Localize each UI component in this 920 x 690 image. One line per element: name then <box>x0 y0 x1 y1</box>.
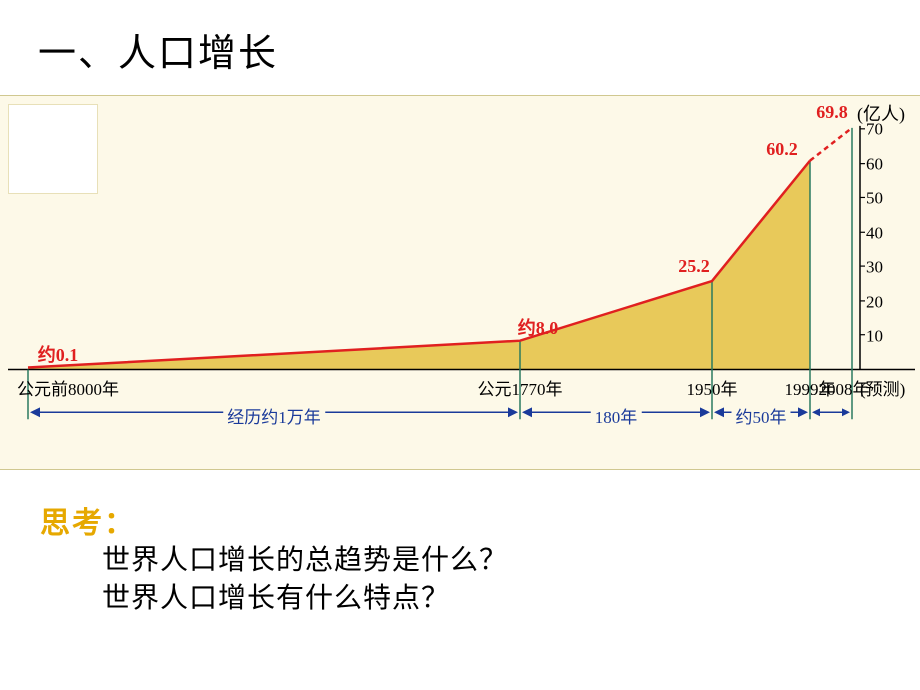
population-chart: 10203040506070(亿人)约0.1约8.025.260.269.8公元… <box>0 95 920 470</box>
y-tick-label: 50 <box>866 190 883 207</box>
x-axis-label: 公元1770年 <box>478 375 563 400</box>
interval-label: 180年 <box>591 403 642 428</box>
y-tick-label: 40 <box>866 225 883 242</box>
y-tick-label: 60 <box>866 156 883 173</box>
y-tick-label: 10 <box>866 328 883 345</box>
value-label: 约0.1 <box>38 341 79 367</box>
bottom-section: 思考： 世界人口增长的总趋势是什么？ 世界人口增长有什么特点？ <box>0 470 920 618</box>
y-tick-label: 30 <box>866 259 883 276</box>
interval-label: 经历约1万年 <box>223 403 325 428</box>
value-label: 60.2 <box>766 139 798 160</box>
page-title: 一、人口增长 <box>0 0 920 77</box>
value-label: 69.8 <box>816 102 848 123</box>
question-2: 世界人口增长有什么特点？ <box>40 580 920 618</box>
y-tick-label: 20 <box>866 294 883 311</box>
x-axis-label: 公元前8000年 <box>17 375 119 400</box>
value-label: 约8.0 <box>518 314 559 340</box>
interval-label: 约50年 <box>732 403 791 428</box>
y-axis-title: (亿人) <box>857 100 905 126</box>
predict-label: (预测) <box>860 375 905 400</box>
think-label: 思考： <box>40 498 920 542</box>
question-1: 世界人口增长的总趋势是什么？ <box>40 542 920 580</box>
x-axis-label: 1950年 <box>687 375 738 400</box>
value-label: 25.2 <box>678 256 710 277</box>
